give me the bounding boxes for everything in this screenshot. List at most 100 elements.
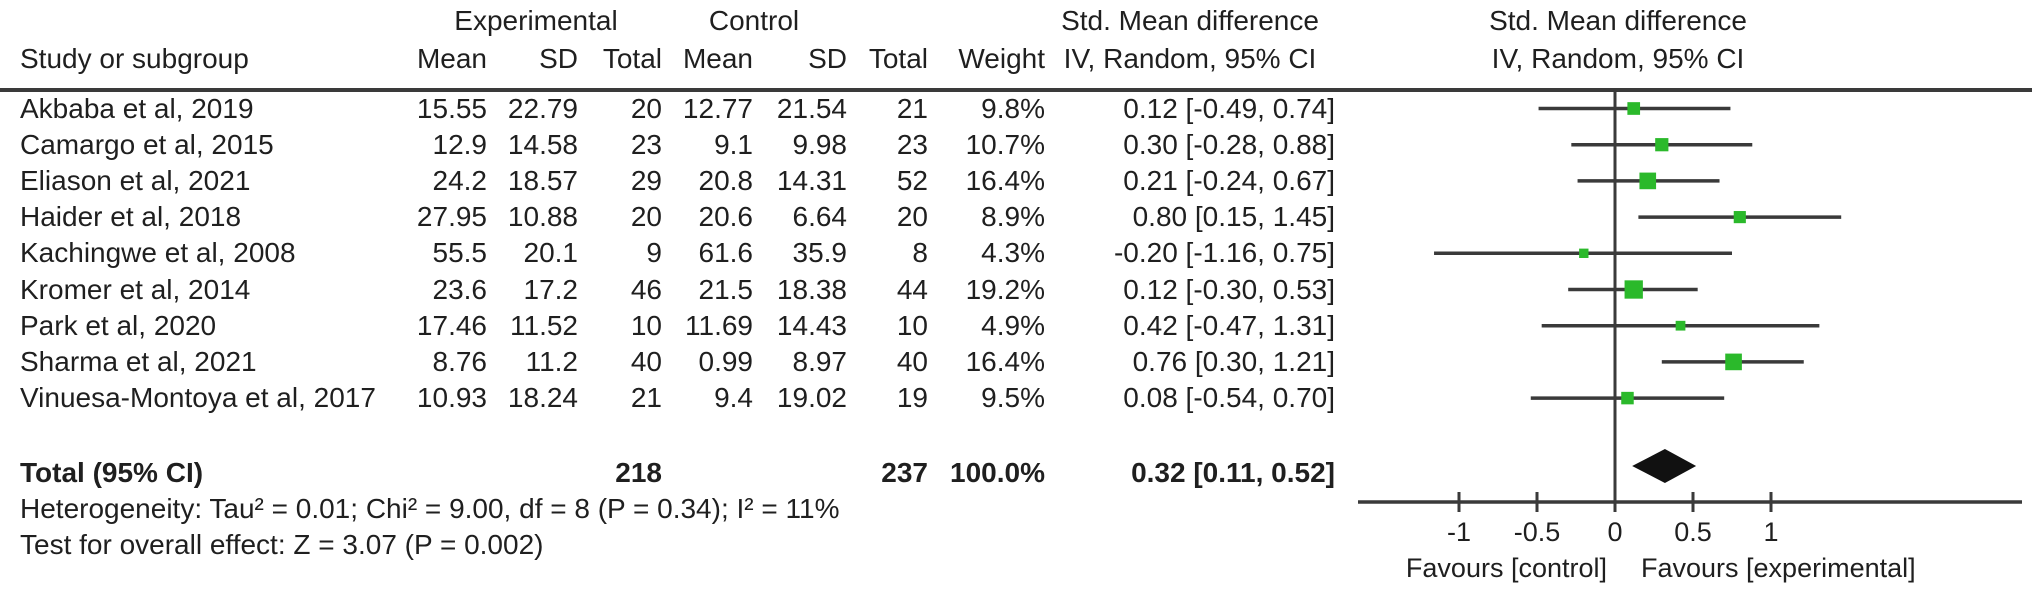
- cell-ctrl-total: 8: [912, 237, 928, 269]
- cell-ctrl-sd: 19.02: [776, 382, 847, 414]
- cell-effect-ci: 0.76 [0.30, 1.21]: [1132, 345, 1335, 377]
- cell-exp-mean: 23.6: [432, 273, 488, 305]
- cell-exp-total: 10: [630, 309, 662, 341]
- cell-ctrl-mean: 9.1: [714, 128, 753, 160]
- summary-diamond: [1632, 449, 1697, 483]
- column-header-exp-mean: Mean: [416, 43, 487, 74]
- heterogeneity-note: Heterogeneity: Tau² = 0.01; Chi² = 9.00,…: [20, 493, 840, 524]
- cell-ctrl-mean: 21.5: [698, 273, 754, 305]
- cell-weight: 9.8%: [981, 92, 1045, 124]
- cell-study-name: Vinuesa-Montoya et al, 2017: [20, 382, 376, 414]
- cell-exp-mean: 8.76: [432, 345, 488, 377]
- plot-header-effect-title: Std. Mean difference: [1489, 5, 1747, 36]
- cell-ctrl-sd: 8.97: [792, 345, 848, 377]
- cell-exp-sd: 11.52: [510, 309, 578, 341]
- cell-effect-ci: 0.30 [-0.28, 0.88]: [1123, 128, 1335, 160]
- cell-ctrl-total: 23: [896, 128, 928, 160]
- cell-ctrl-mean: 12.77: [682, 92, 753, 124]
- total-weight: 100.0%: [950, 457, 1045, 488]
- column-header-study: Study or subgroup: [20, 43, 249, 74]
- cell-exp-total: 23: [630, 128, 662, 160]
- effect-marker: [1655, 138, 1669, 152]
- favours-experimental-label: Favours [experimental]: [1641, 553, 1916, 583]
- axis-tick-label: -1: [1447, 517, 1471, 547]
- cell-exp-mean: 15.55: [416, 92, 487, 124]
- cell-effect-ci: 0.12 [-0.49, 0.74]: [1123, 92, 1335, 124]
- cell-ctrl-mean: 61.6: [698, 237, 754, 269]
- cell-study-name: Camargo et al, 2015: [20, 128, 274, 160]
- cell-exp-total: 9: [646, 237, 662, 269]
- cell-exp-mean: 10.93: [416, 382, 487, 414]
- cell-exp-total: 20: [630, 201, 662, 233]
- cell-ctrl-total: 40: [896, 345, 928, 377]
- cell-study-name: Kachingwe et al, 2008: [20, 237, 296, 269]
- cell-ctrl-mean: 20.6: [698, 201, 754, 233]
- cell-exp-sd: 10.88: [507, 201, 578, 233]
- plot-header-effect-model: IV, Random, 95% CI: [1491, 43, 1745, 74]
- effect-marker: [1725, 353, 1742, 371]
- cell-exp-mean: 12.9: [432, 128, 488, 160]
- axis-tick-label: -0.5: [1514, 517, 1561, 547]
- cell-exp-total: 40: [630, 345, 662, 377]
- cell-weight: 4.9%: [981, 309, 1045, 341]
- favours-control-label: Favours [control]: [1406, 553, 1607, 583]
- cell-exp-sd: 17.2: [523, 273, 579, 305]
- cell-ctrl-sd: 35.9: [792, 237, 848, 269]
- cell-ctrl-total: 52: [896, 164, 928, 196]
- column-group-control: Control: [708, 5, 800, 36]
- column-header-exp-sd: SD: [539, 43, 578, 74]
- cell-weight: 16.4%: [965, 345, 1045, 377]
- effect-marker: [1624, 280, 1643, 299]
- cell-ctrl-sd: 18.38: [776, 273, 847, 305]
- column-header-effect-title: Std. Mean difference: [1061, 5, 1319, 36]
- column-header-ctrl-sd: SD: [808, 43, 847, 74]
- cell-weight: 8.9%: [981, 201, 1045, 233]
- effect-marker: [1621, 391, 1634, 405]
- column-header-exp-total: Total: [602, 43, 662, 74]
- cell-ctrl-total: 44: [896, 273, 928, 305]
- total-row-label: Total (95% CI): [20, 457, 204, 488]
- effect-marker: [1675, 320, 1686, 331]
- cell-study-name: Kromer et al, 2014: [20, 273, 251, 305]
- cell-exp-total: 20: [630, 92, 662, 124]
- cell-exp-sd: 14.58: [507, 128, 578, 160]
- cell-study-name: Park et al, 2020: [20, 309, 217, 341]
- total-exp-n: 218: [615, 457, 662, 488]
- cell-exp-mean: 55.5: [432, 237, 488, 269]
- cell-ctrl-mean: 20.8: [698, 164, 754, 196]
- cell-exp-total: 46: [630, 273, 662, 305]
- cell-ctrl-mean: 0.99: [698, 345, 754, 377]
- cell-exp-mean: 27.95: [416, 201, 487, 233]
- cell-effect-ci: 0.12 [-0.30, 0.53]: [1123, 273, 1335, 305]
- cell-weight: 16.4%: [965, 164, 1045, 196]
- total-effect-ci: 0.32 [0.11, 0.52]: [1131, 457, 1335, 488]
- cell-study-name: Akbaba et al, 2019: [20, 92, 254, 124]
- column-group-experimental: Experimental: [454, 5, 618, 36]
- cell-weight: 9.5%: [981, 382, 1045, 414]
- effect-marker: [1733, 211, 1746, 224]
- cell-weight: 10.7%: [965, 128, 1045, 160]
- cell-effect-ci: 0.21 [-0.24, 0.67]: [1123, 164, 1335, 196]
- cell-exp-sd: 20.1: [523, 237, 579, 269]
- cell-ctrl-mean: 11.69: [685, 309, 753, 341]
- effect-marker: [1639, 172, 1657, 190]
- axis-tick-label: 1: [1763, 517, 1778, 547]
- cell-exp-sd: 18.57: [507, 164, 578, 196]
- cell-ctrl-sd: 6.64: [792, 201, 848, 233]
- axis-tick-label: 0: [1607, 517, 1622, 547]
- cell-exp-sd: 18.24: [507, 382, 578, 414]
- cell-exp-sd: 11.2: [525, 345, 578, 377]
- cell-ctrl-sd: 9.98: [792, 128, 848, 160]
- cell-ctrl-mean: 9.4: [714, 382, 753, 414]
- cell-exp-total: 21: [630, 382, 662, 414]
- column-header-ctrl-mean: Mean: [682, 43, 753, 74]
- cell-weight: 19.2%: [965, 273, 1045, 305]
- cell-effect-ci: 0.80 [0.15, 1.45]: [1132, 201, 1335, 233]
- cell-ctrl-total: 10: [896, 309, 928, 341]
- effect-marker: [1627, 102, 1641, 115]
- column-header-effect-model: IV, Random, 95% CI: [1063, 43, 1317, 74]
- cell-ctrl-total: 21: [896, 92, 928, 124]
- cell-weight: 4.3%: [981, 237, 1045, 269]
- cell-exp-mean: 17.46: [416, 309, 487, 341]
